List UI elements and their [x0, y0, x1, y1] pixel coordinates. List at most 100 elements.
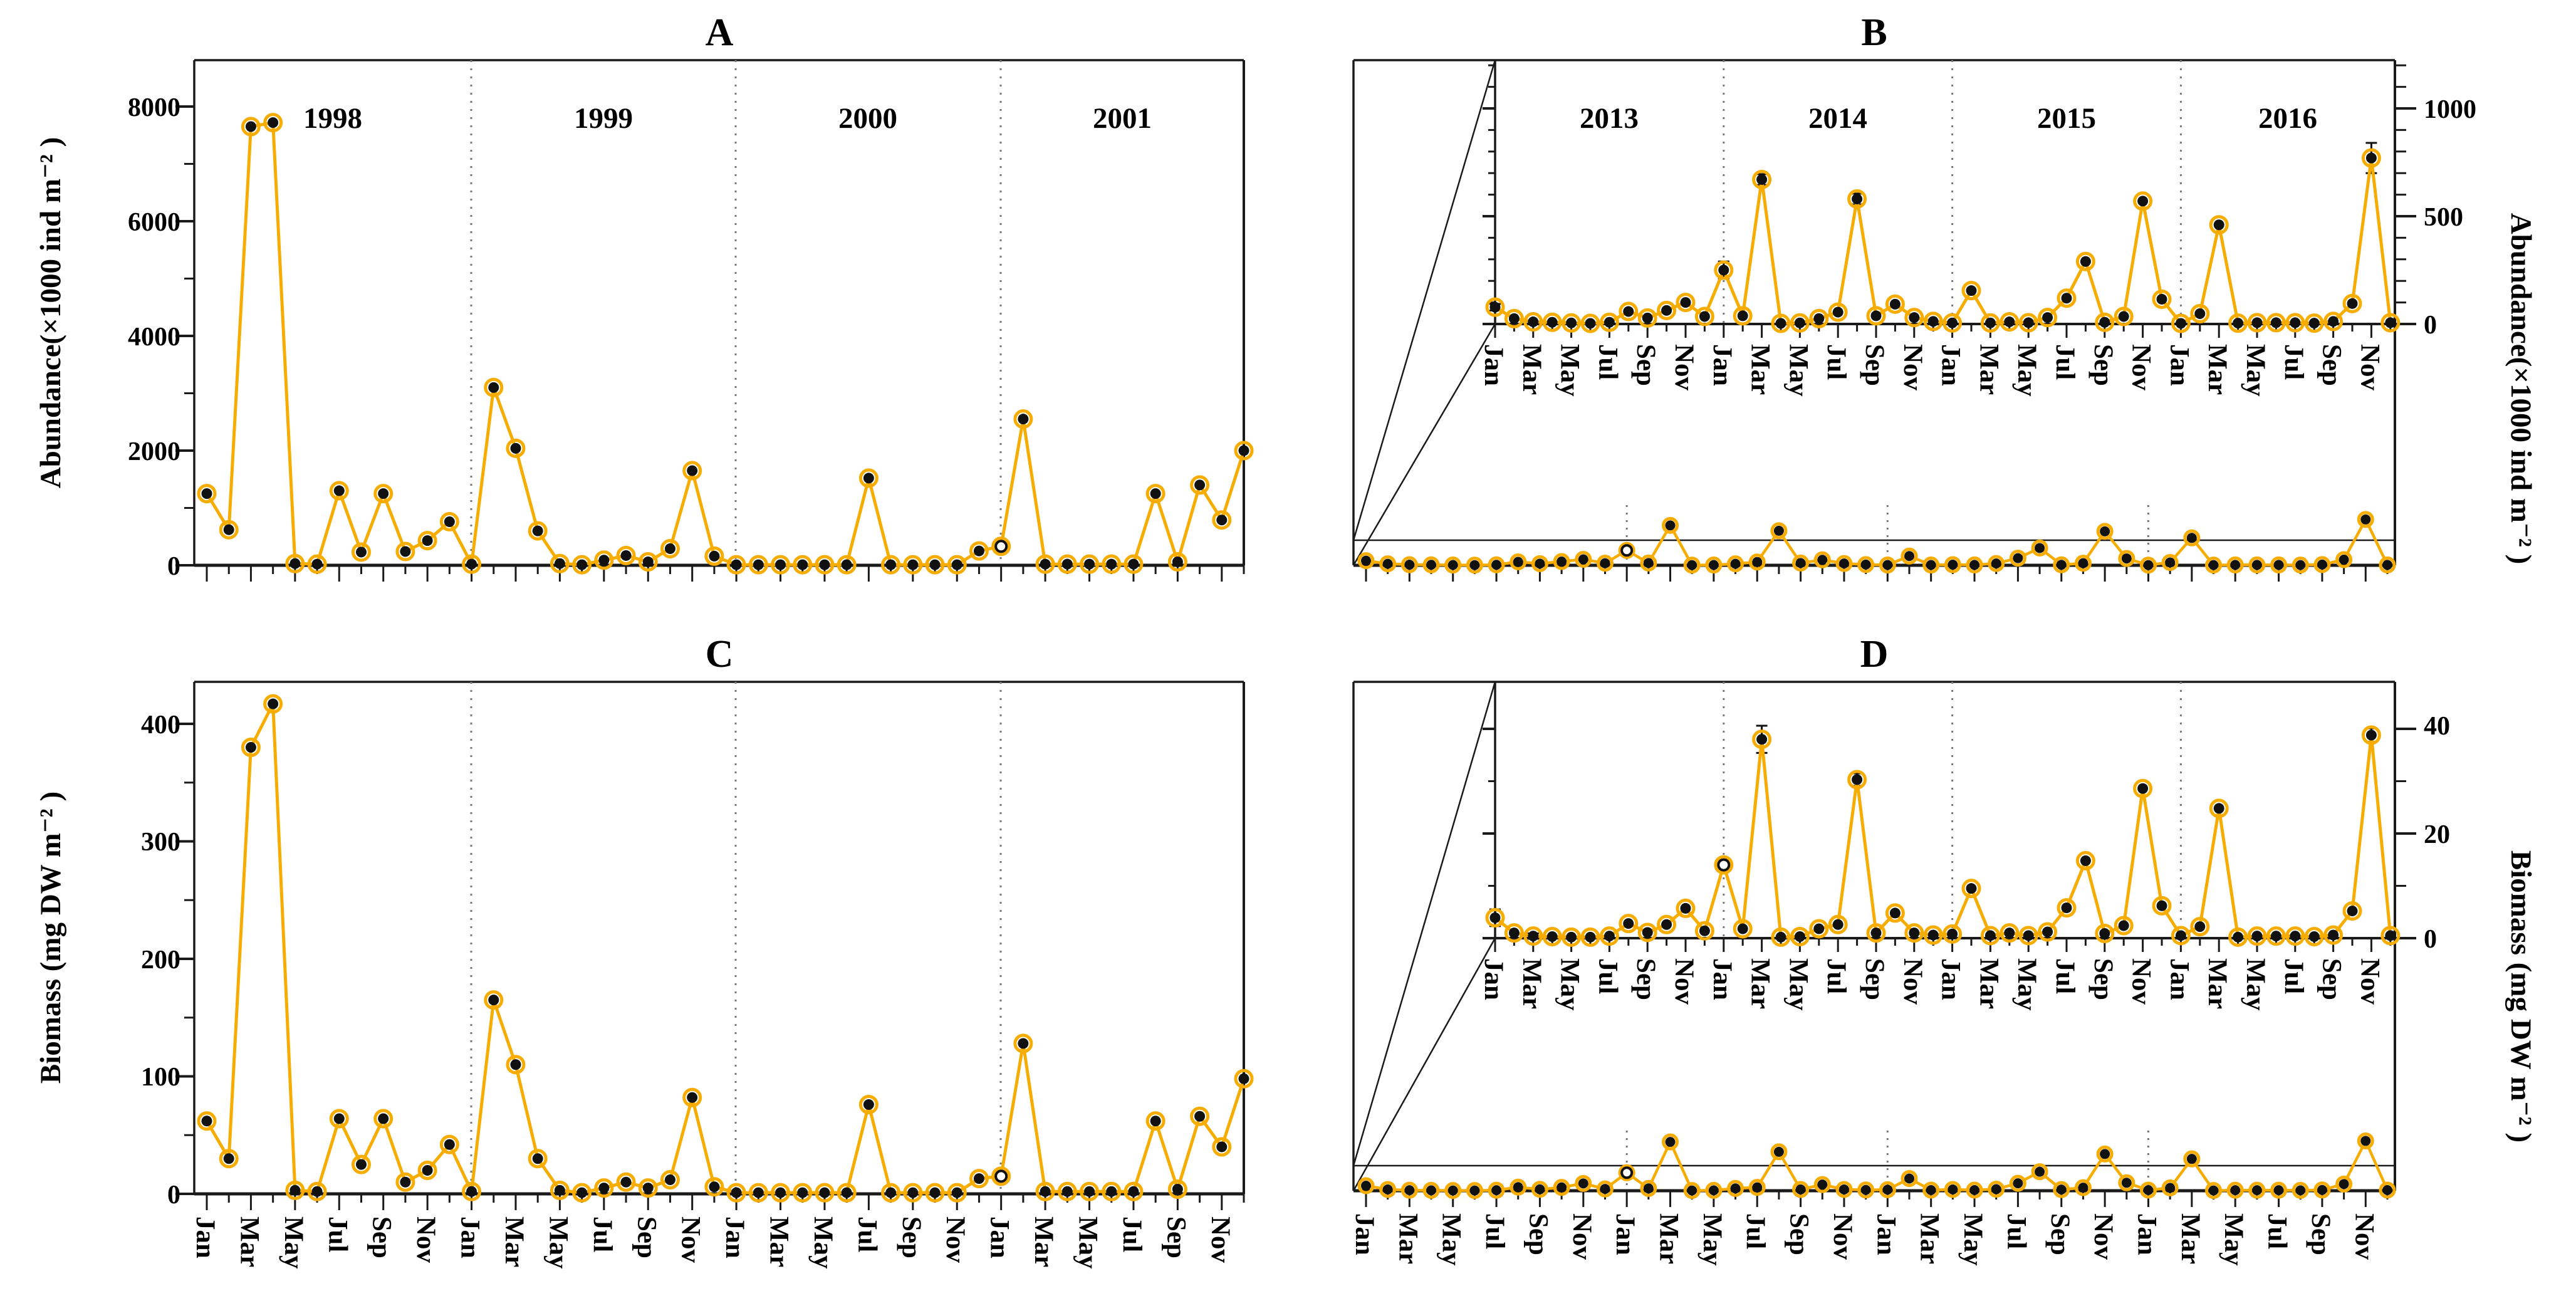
data-point-marker	[510, 442, 521, 454]
data-point-marker	[532, 1153, 543, 1164]
month-tick-label: Mar	[234, 1216, 264, 1267]
data-point-marker	[1870, 310, 1882, 321]
marker-ring	[2171, 313, 2191, 333]
month-tick-label: Jan	[1708, 958, 1737, 1000]
marker-ring	[329, 481, 349, 501]
month-tick-label: Nov	[676, 1216, 706, 1263]
data-point-marker	[1404, 1185, 1415, 1196]
data-point-marker	[400, 546, 411, 557]
marker-ring	[2161, 553, 2179, 571]
data-point-marker	[2035, 543, 2045, 553]
data-point-marker	[1489, 912, 1501, 923]
marker-ring	[1553, 553, 1570, 570]
data-point-marker	[1172, 1184, 1183, 1194]
marker-ring	[2053, 1181, 2070, 1198]
data-point-marker	[422, 535, 433, 546]
month-tick-label: Sep	[367, 1216, 397, 1258]
data-point-marker	[929, 1187, 941, 1198]
data-point-marker	[907, 1187, 919, 1198]
y-tick-label: 400	[141, 711, 180, 740]
data-point-marker	[1238, 445, 1249, 456]
data-point-marker	[1382, 558, 1393, 569]
marker-ring	[1657, 914, 1677, 934]
data-point-marker	[664, 543, 675, 554]
marker-ring	[947, 1183, 967, 1203]
marker-ring	[285, 1180, 305, 1200]
data-point-marker	[2208, 1185, 2219, 1196]
data-point-marker	[2156, 293, 2167, 305]
month-tick-label: May	[2012, 958, 2042, 1011]
marker-ring	[2270, 556, 2288, 573]
marker-ring	[1124, 554, 1144, 574]
data-point-marker	[929, 559, 941, 570]
data-point-marker	[1018, 1038, 1029, 1049]
data-point-marker	[422, 1165, 433, 1176]
marker-ring	[197, 484, 217, 504]
month-tick-label: Jul	[2001, 1213, 2031, 1249]
marker-ring	[1771, 927, 1791, 947]
marker-ring	[307, 554, 327, 574]
marker-ring	[2000, 923, 2020, 943]
marker-ring	[815, 1183, 835, 1203]
marker-ring	[1835, 1181, 1853, 1198]
data-point-marker	[1904, 1173, 1914, 1184]
month-tick-label: Jan	[2164, 344, 2194, 386]
panel-b-title: B	[1861, 11, 1887, 54]
marker-ring	[1901, 1170, 1918, 1188]
marker-ring	[748, 555, 768, 575]
data-point-marker	[1361, 1181, 1371, 1191]
data-point-marker	[1730, 1183, 1741, 1194]
data-point-marker	[1535, 558, 1545, 569]
marker-ring	[1792, 1181, 1810, 1198]
year-label: 2014	[1808, 102, 1867, 135]
data-point-marker	[2339, 1179, 2349, 1189]
marker-ring	[219, 1149, 239, 1169]
marker-ring	[1379, 1181, 1397, 1198]
data-point-marker	[775, 1187, 786, 1198]
data-point-marker	[775, 559, 786, 570]
marker-ring	[1167, 552, 1187, 572]
marker-ring	[1714, 260, 1734, 280]
marker-ring	[241, 738, 261, 757]
marker-ring	[881, 1183, 901, 1203]
marker-ring	[1857, 556, 1875, 573]
data-series	[197, 113, 2401, 1203]
marker-ring	[1618, 1164, 1635, 1181]
series-line	[1494, 733, 2392, 939]
data-point-marker	[819, 1187, 830, 1198]
data-point-marker	[2290, 317, 2301, 328]
data-point-marker	[2042, 312, 2053, 323]
marker-ring	[1980, 313, 2000, 333]
data-point-marker	[731, 1187, 742, 1198]
marker-ring	[1640, 1179, 1657, 1197]
data-point-marker	[1546, 931, 1558, 942]
marker-ring	[484, 377, 504, 397]
marker-ring	[395, 541, 415, 562]
month-tick-label: Jul	[2279, 344, 2308, 380]
data-point-marker	[1838, 1184, 1849, 1194]
marker-ring	[2342, 901, 2362, 921]
data-point-marker	[2308, 931, 2320, 942]
marker-ring	[263, 113, 283, 133]
month-tick-label: Jan	[1936, 344, 1966, 386]
marker-ring	[1422, 1181, 1440, 1199]
marker-ring	[1124, 1181, 1144, 1201]
month-tick-label: Jan	[1350, 1213, 1379, 1255]
data-point-marker	[863, 473, 874, 484]
marker-ring	[1234, 441, 1254, 461]
marker-ring	[2038, 922, 2058, 942]
data-point-marker	[1927, 929, 1939, 941]
marker-ring	[1035, 1181, 1055, 1201]
marker-ring	[1662, 516, 1679, 534]
marker-ring	[1683, 557, 1701, 574]
data-point-marker	[1447, 560, 1458, 570]
marker-ring	[1752, 170, 1772, 190]
data-point-marker	[1578, 554, 1588, 565]
month-tick-label: Nov	[1669, 344, 1699, 391]
data-point-marker	[2143, 1184, 2154, 1195]
marker-ring	[2018, 313, 2038, 333]
month-tick-label: Sep	[2088, 958, 2118, 1000]
marker-ring	[1422, 556, 1440, 573]
month-tick-label: Mar	[2203, 958, 2232, 1009]
marker-ring	[2247, 313, 2267, 333]
